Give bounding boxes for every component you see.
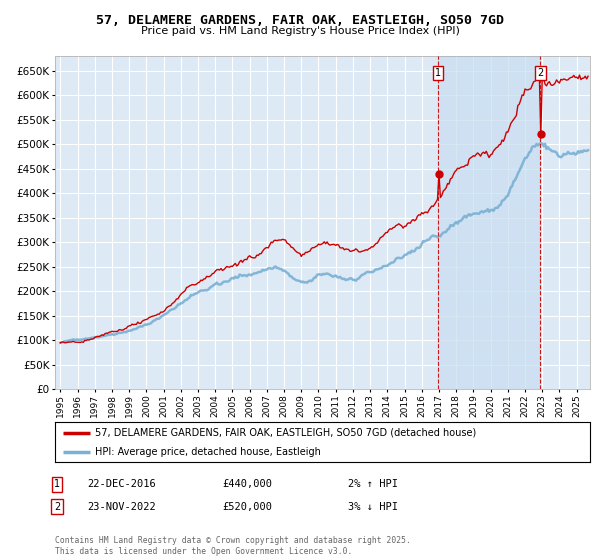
Text: £520,000: £520,000 xyxy=(222,502,272,512)
Text: 22-DEC-2016: 22-DEC-2016 xyxy=(87,479,156,489)
Text: 23-NOV-2022: 23-NOV-2022 xyxy=(87,502,156,512)
Text: £440,000: £440,000 xyxy=(222,479,272,489)
Text: Price paid vs. HM Land Registry's House Price Index (HPI): Price paid vs. HM Land Registry's House … xyxy=(140,26,460,36)
Text: 1: 1 xyxy=(436,68,442,78)
Text: 57, DELAMERE GARDENS, FAIR OAK, EASTLEIGH, SO50 7GD: 57, DELAMERE GARDENS, FAIR OAK, EASTLEIG… xyxy=(96,14,504,27)
Text: Contains HM Land Registry data © Crown copyright and database right 2025.
This d: Contains HM Land Registry data © Crown c… xyxy=(55,536,411,556)
Text: 2% ↑ HPI: 2% ↑ HPI xyxy=(348,479,398,489)
Text: 57, DELAMERE GARDENS, FAIR OAK, EASTLEIGH, SO50 7GD (detached house): 57, DELAMERE GARDENS, FAIR OAK, EASTLEIG… xyxy=(95,428,476,438)
Text: 2: 2 xyxy=(54,502,60,512)
Text: 1: 1 xyxy=(54,479,60,489)
Text: 3% ↓ HPI: 3% ↓ HPI xyxy=(348,502,398,512)
Text: 2: 2 xyxy=(538,68,544,78)
Bar xyxy=(439,56,541,389)
Text: HPI: Average price, detached house, Eastleigh: HPI: Average price, detached house, East… xyxy=(95,447,321,457)
